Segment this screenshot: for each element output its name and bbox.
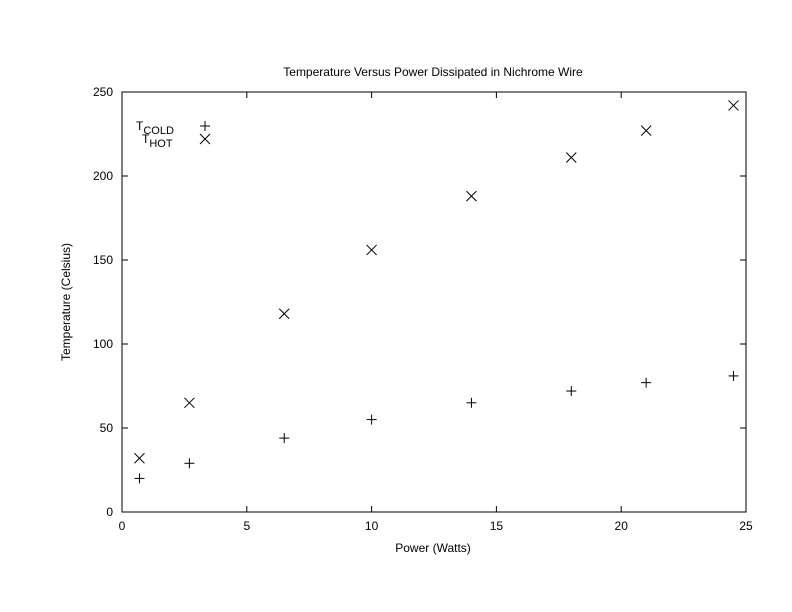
x-tick-label: 10: [365, 519, 379, 533]
data-point: [728, 100, 739, 111]
x-tick-label: 25: [739, 519, 753, 533]
legend-marker: [200, 121, 210, 131]
data-point: [184, 458, 195, 469]
legend-item-hot: THOT: [142, 132, 211, 150]
data-point: [728, 370, 739, 381]
series-hot: [134, 100, 739, 464]
x-tick-label: 5: [243, 519, 250, 533]
data-series: [134, 100, 739, 484]
legend-item-cold: TCOLD: [136, 119, 210, 137]
y-tick-label: 50: [100, 421, 114, 435]
legend-marker: [199, 133, 211, 145]
data-point: [366, 244, 377, 256]
x-axis: 0 5 10 15 20 25: [119, 92, 753, 533]
legend-label-main: T: [142, 132, 150, 146]
data-point: [640, 125, 652, 136]
legend-label: TCOLD: [136, 119, 174, 137]
y-tick-label: 100: [93, 337, 113, 351]
data-point: [641, 377, 652, 388]
legend-label-main: T: [136, 119, 144, 133]
x-tick-label: 20: [615, 519, 629, 533]
y-tick-label: 150: [93, 253, 113, 267]
legend-label-subscript: COLD: [143, 125, 174, 137]
x-tick-label: 0: [119, 519, 126, 533]
chart-title: Temperature Versus Power Dissipated in N…: [283, 65, 583, 79]
legend-label-subscript: HOT: [149, 138, 173, 150]
y-axis-label: Temperature (Celsius): [59, 243, 73, 361]
data-point: [565, 152, 577, 163]
legend-label: THOT: [142, 132, 173, 150]
series-cold: [134, 370, 739, 484]
x-axis-label: Power (Watts): [395, 541, 471, 555]
y-tick-label: 200: [93, 169, 113, 183]
data-point: [366, 414, 377, 425]
y-tick-label: 250: [93, 85, 113, 99]
data-point: [134, 452, 145, 464]
y-axis: 0 50 100 150 200 250: [93, 85, 746, 519]
x-tick-label: 15: [490, 519, 504, 533]
data-point: [566, 386, 577, 397]
y-tick-label: 0: [106, 505, 113, 519]
data-point: [279, 433, 290, 444]
data-point: [466, 397, 477, 408]
data-point: [134, 473, 145, 484]
plot-frame: [121, 91, 747, 513]
data-point: [278, 308, 290, 320]
data-point: [184, 397, 195, 409]
data-point: [466, 190, 477, 202]
